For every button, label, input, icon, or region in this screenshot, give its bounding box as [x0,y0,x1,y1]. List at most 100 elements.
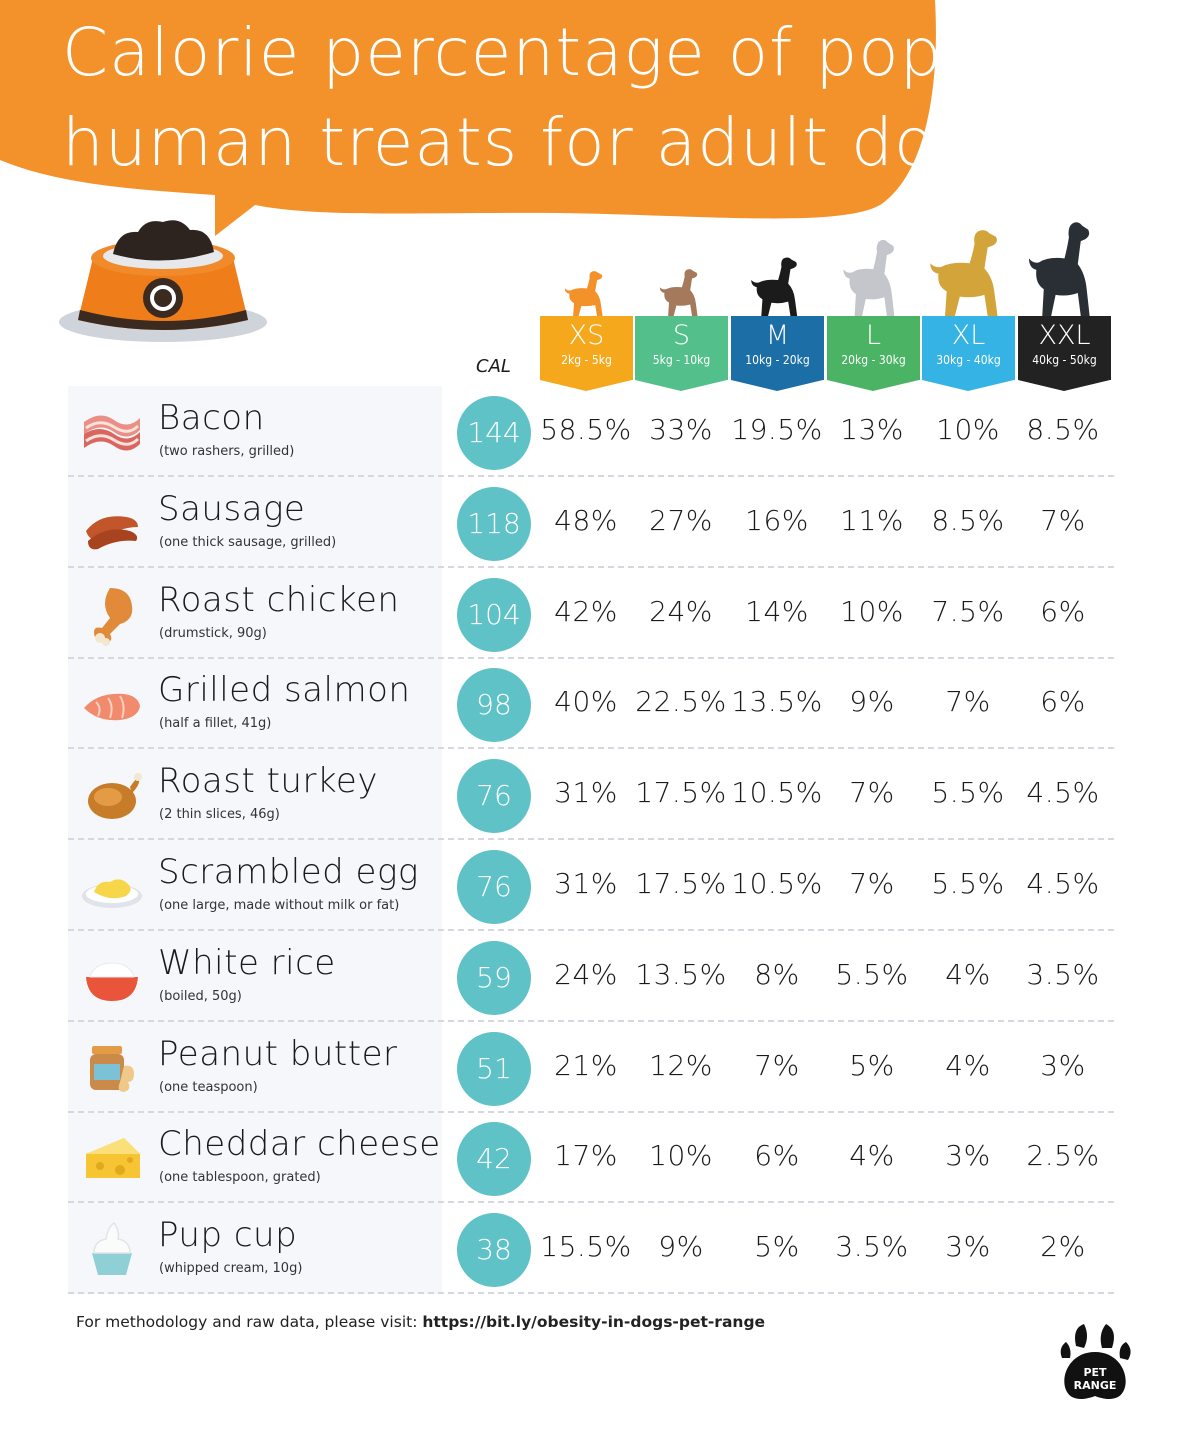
size-range: 5kg - 10kg [652,353,711,367]
food-name: Pup cup [158,1215,298,1256]
size-header-xl: XL 30kg - 40kg [922,316,1015,391]
food-name: Roast turkey [158,761,378,802]
size-header-notch [827,380,919,391]
footer-link[interactable]: https://bit.ly/obesity-in-dogs-pet-range [422,1313,766,1331]
row-divider [68,929,1114,931]
food-note: (half a fillet, 41g) [159,716,272,732]
percent-cell-s: 22.5% [635,685,727,719]
title-line-2: human treats for adult dogs [62,104,1012,181]
size-header-notch [1018,380,1110,391]
percent-cell-m: 8% [754,957,800,991]
food-name: Bacon [158,398,265,438]
size-header-s: S 5kg - 10kg [635,316,728,391]
percent-cell-s: 13.5% [635,957,727,991]
food-note: (whipped cream, 10g) [159,1261,303,1277]
size-code: XL [951,320,986,351]
percent-cell-m: 19.5% [731,413,823,446]
table-row: Sausage (one thick sausage, grilled) 118 48… [68,477,1114,568]
percent-cell-xxl: 3% [1040,1048,1086,1082]
rice-bowl-icon [86,962,138,1001]
percent-cell-m: 10.5% [731,867,823,900]
percent-cell-s: 27% [649,503,713,537]
turkey-icon [88,773,142,820]
row-divider [68,565,1114,568]
size-header-notch [635,380,727,391]
percent-cell-s: 9% [658,1230,704,1264]
percent-cell-xxl: 8.5% [1026,413,1100,446]
logo-text-1: PET [1083,1366,1107,1379]
percent-cell-m: 7% [754,1048,800,1082]
row-divider [68,747,1114,750]
greyhound-icon [843,239,895,316]
food-note: (one tablespoon, grated) [159,1170,321,1186]
percent-cell-xs: 58.5% [540,413,632,446]
percent-cell-xxl: 2% [1040,1230,1086,1264]
salmon-icon [84,694,140,721]
percent-cell-xl: 4% [945,957,991,991]
percent-cell-l: 5% [849,1048,895,1082]
percent-cell-xs: 40% [554,685,618,719]
bacon-icon [84,415,140,451]
percent-cell-l: 13% [840,413,904,446]
pet-range-logo: PET RANGE [1060,1324,1131,1399]
food-note: (drumstick, 90g) [159,625,267,641]
cal-column-label: CAL [476,356,511,377]
logo-text-2: RANGE [1074,1379,1117,1392]
percent-cell-xs: 17% [554,1139,618,1173]
food-note: (one teaspoon) [159,1079,258,1095]
row-divider [68,475,1114,477]
percent-cell-xs: 15.5% [540,1230,632,1264]
percent-cell-xl: 7% [945,685,991,719]
percent-cell-xl: 3% [945,1139,991,1173]
percent-cell-xxl: 6% [1040,594,1086,628]
food-note: (one large, made without milk or fat) [159,898,400,913]
row-divider [68,1292,1114,1295]
size-range: 40kg - 50kg [1032,353,1097,367]
percent-cell-xxl: 3.5% [1026,957,1100,991]
percent-cell-l: 7% [849,867,895,900]
percent-cell-m: 5% [754,1230,800,1264]
percent-cell-xs: 21% [554,1048,618,1082]
food-name: Roast chicken [158,579,400,620]
calorie-badge: 76 [457,850,531,924]
calorie-badge: 98 [457,668,531,743]
percent-cell-xs: 31% [554,776,618,810]
row-divider [68,1110,1114,1113]
food-note: (two rashers, grilled) [159,444,295,459]
row-divider [68,838,1114,841]
pup-cup-icon [92,1222,132,1276]
percent-cell-xl: 7.5% [931,594,1005,628]
table-row: Bacon (two rashers, grilled) 144 58.5% 33% 19… [68,386,1114,477]
percent-cell-xl: 8.5% [931,503,1005,537]
food-name: Scrambled egg [158,852,419,892]
calorie-badge: 144 [457,396,531,470]
percent-cell-l: 4% [849,1139,895,1173]
table-row: Peanut butter (one teaspoon) 51 21% 12% 7% 5% 4… [68,1022,1114,1113]
percent-cell-s: 17.5% [635,867,727,900]
size-code: XS [568,320,605,351]
pug-icon [659,269,698,316]
size-header-m: M 10kg - 20kg [731,316,824,391]
food-note: (one thick sausage, grilled) [159,534,337,550]
row-divider [68,1201,1114,1204]
percent-cell-xs: 48% [554,503,618,537]
food-note: (2 thin slices, 46g) [159,807,280,823]
calorie-badge: 104 [457,577,531,652]
row-divider [68,1019,1114,1022]
percent-cell-xl: 3% [945,1230,991,1264]
page-title: Calorie percentage of popular human trea… [62,8,1073,188]
retriever-icon [930,230,998,316]
percent-cell-m: 13.5% [731,685,823,719]
size-code: M [765,320,790,351]
size-header-xxl: XXL 40kg - 50kg [1018,316,1111,391]
size-header-notch [731,380,823,391]
size-header-notch [540,380,632,391]
calorie-badge: 76 [457,759,531,834]
percent-cell-l: 10% [840,594,904,628]
size-code: S [672,320,691,351]
food-name: Cheddar cheese [158,1124,441,1165]
percent-cell-l: 5.5% [835,957,909,991]
size-header-notch [922,380,1014,391]
size-code: XXL [1038,320,1091,351]
percent-cell-xl: 4% [945,1048,991,1082]
